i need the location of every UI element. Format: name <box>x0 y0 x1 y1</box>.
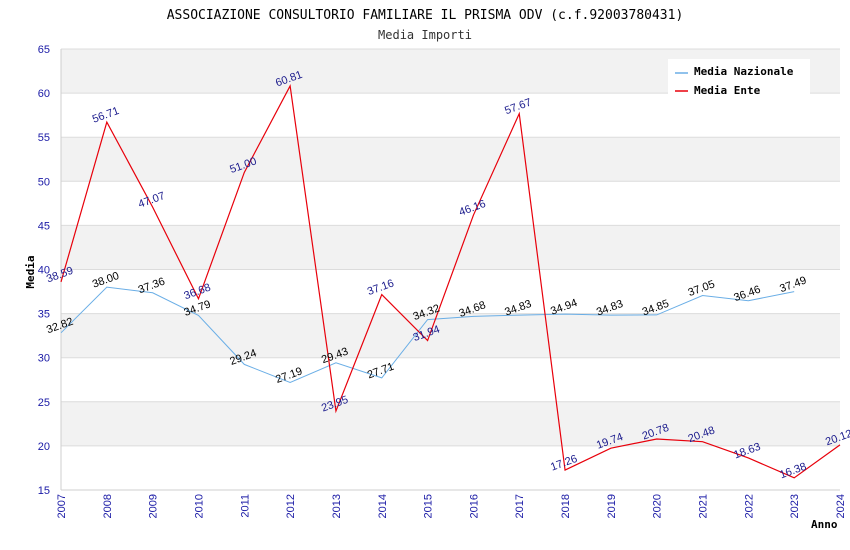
y-tick-label: 60 <box>38 88 50 100</box>
x-tick-label: 2021 <box>698 494 710 518</box>
y-tick-label: 15 <box>38 485 50 497</box>
grid-lines <box>60 48 840 491</box>
x-axis-ticks: 2007 2008 2009 2010 2011 2012 2013 2014 2015 2016… <box>56 494 847 518</box>
grid-bands <box>61 49 840 490</box>
grid-band <box>61 225 840 270</box>
x-tick-label: 2018 <box>560 494 572 518</box>
grid-band <box>61 181 840 226</box>
series-line-nazionale <box>60 286 795 384</box>
grid-band <box>61 401 840 446</box>
x-tick-label: 2011 <box>239 494 251 518</box>
y-tick-label: 65 <box>38 44 50 56</box>
x-tick-label: 2022 <box>743 494 755 518</box>
y-tick-label: 25 <box>38 397 50 409</box>
legend-box <box>668 59 810 99</box>
grid-band <box>61 357 840 402</box>
grid-band <box>61 313 840 358</box>
y-axis-label: Media <box>24 255 37 288</box>
x-tick-label: 2024 <box>835 494 847 518</box>
x-tick-label: 2023 <box>789 494 801 518</box>
grid-band <box>61 445 840 490</box>
y-tick-label: 35 <box>38 309 50 321</box>
grid-band <box>61 93 840 138</box>
y-tick-label: 20 <box>38 441 50 453</box>
x-tick-label: 2008 <box>102 494 114 518</box>
x-tick-label: 2007 <box>56 494 68 518</box>
y-tick-label: 30 <box>38 353 50 365</box>
legend: Media Nazionale Media Ente <box>668 59 810 99</box>
grid-band <box>61 137 840 182</box>
x-tick-label: 2012 <box>285 494 297 518</box>
y-tick-label: 40 <box>38 265 50 277</box>
grid-band <box>61 269 840 314</box>
x-tick-label: 2013 <box>331 494 343 518</box>
y-tick-label: 55 <box>38 132 50 144</box>
y-tick-label: 45 <box>38 220 50 232</box>
legend-label-nazionale: Media Nazionale <box>694 65 794 78</box>
legend-label-ente: Media Ente <box>694 84 761 97</box>
x-tick-label: 2017 <box>514 494 526 518</box>
chart-title: ASSOCIAZIONE CONSULTORIO FAMILIARE IL PR… <box>167 8 684 23</box>
x-tick-label: 2016 <box>468 494 480 518</box>
x-tick-label: 2020 <box>652 494 664 518</box>
series-lines <box>60 84 841 479</box>
y-axis-ticks: 15 20 25 30 35 40 45 50 55 60 65 <box>38 44 50 497</box>
chart-subtitle: Media Importi <box>378 28 472 42</box>
series-line-ente <box>60 84 841 479</box>
x-tick-label: 2015 <box>423 494 435 518</box>
y-tick-label: 50 <box>38 176 50 188</box>
x-tick-label: 2014 <box>377 494 389 518</box>
x-tick-label: 2019 <box>606 494 618 518</box>
x-tick-label: 2009 <box>148 494 160 518</box>
x-axis-label: Anno <box>811 518 838 531</box>
x-tick-label: 2010 <box>193 494 205 518</box>
